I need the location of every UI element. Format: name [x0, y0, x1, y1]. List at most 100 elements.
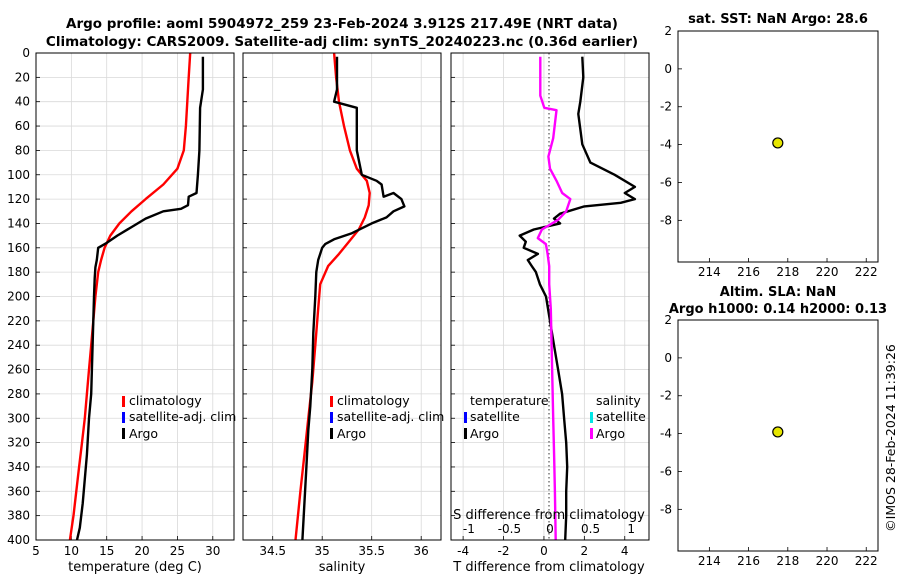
depth-tick-label: 300	[7, 411, 30, 425]
depth-tick-label: 380	[7, 509, 30, 523]
series-line-s-difference-argo	[536, 56, 572, 541]
x-tick-label: 214	[698, 265, 721, 279]
x-tick-label: 222	[855, 554, 878, 568]
x-tick-label: 20	[134, 544, 149, 558]
x-tick-label: 15	[99, 544, 114, 558]
y-tick-label: -4	[660, 138, 672, 152]
y-tick-label: 2	[664, 313, 672, 327]
title-line-1: Argo profile: aoml 5904972_259 23-Feb-20…	[66, 16, 618, 32]
sla-subtitle: Argo h1000: 0.14 h2000: 0.13	[669, 302, 887, 317]
temperature-series	[68, 52, 205, 541]
depth-tick-label: 120	[7, 192, 30, 206]
temperature-axes-box	[35, 52, 235, 541]
x-tick-label: 25	[170, 544, 185, 558]
s-difference-xlabel: S difference from climatology	[453, 508, 645, 523]
legend-label-satellite: satellite-adj. clim	[337, 409, 444, 424]
legend-title-salinity: salinity	[596, 393, 641, 408]
y-tick-label: -6	[660, 464, 672, 478]
x-tick-label: 2	[581, 544, 589, 558]
x-tick-label: 218	[776, 554, 799, 568]
imos-timestamp: ©IMOS 28-Feb-2024 11:39:26	[883, 344, 898, 532]
sst-axes-box	[677, 30, 879, 263]
legend-label-satellite: satellite-adj. clim	[129, 409, 236, 424]
t-difference-xlabel: T difference from climatology	[452, 560, 645, 575]
t-difference-tick-labels: -4 -2 0 2 4	[457, 544, 628, 558]
series-line-t-difference-argo	[518, 56, 637, 541]
legend-label-climatology: climatology	[337, 393, 410, 408]
top-x-tick-label: 0.5	[581, 522, 600, 536]
y-tick-label: -8	[660, 502, 672, 516]
depth-tick-labels: 0 20 40 60 80 100 120 140 160 180 200 220 240 260 280 3…	[7, 46, 30, 547]
x-tick-label: -4	[457, 544, 469, 558]
legend-label-t-satellite: satellite	[470, 409, 520, 424]
sla-title: Altim. SLA: NaN	[720, 285, 836, 300]
x-tick-label: -2	[498, 544, 510, 558]
legend-label-s-argo: Argo	[596, 426, 625, 441]
legend-mark-argo	[122, 428, 125, 439]
top-x-tick-label: -0.5	[498, 522, 521, 536]
series-line-argo	[75, 56, 205, 541]
depth-tick-label: 340	[7, 460, 30, 474]
depth-tick-label: 140	[7, 216, 30, 230]
temperature-tick-labels: 5 10 15 20 25 30	[32, 544, 220, 558]
sst-title: sat. SST: NaN Argo: 28.6	[688, 12, 868, 27]
sla-axes-box	[677, 319, 879, 552]
y-tick-label: -2	[660, 100, 672, 114]
legend-title-temperature: temperature	[470, 393, 549, 408]
legend-mark-satellite	[330, 412, 333, 423]
depth-tick-label: 20	[15, 70, 30, 84]
legend-mark-s-satellite	[590, 412, 593, 423]
legend-mark-s-argo	[590, 428, 593, 439]
depth-tick-label: 220	[7, 314, 30, 328]
sst-markers	[772, 137, 784, 149]
salinity-series	[294, 52, 406, 541]
depth-tick-label: 80	[15, 143, 30, 157]
x-tick-label: 220	[816, 265, 839, 279]
title-line-2: Climatology: CARS2009. Satellite-adj cli…	[46, 34, 638, 50]
legend-mark-climatology	[122, 396, 125, 407]
sla-map-panel: Altim. SLA: NaN Argo h1000: 0.14 h2000: …	[660, 285, 887, 568]
x-tick-label: 4	[621, 544, 629, 558]
salinity-tick-labels: 34.5 35 35.5 36	[259, 544, 429, 558]
salinity-grid	[243, 52, 441, 541]
y-tick-label: -8	[660, 213, 672, 227]
x-tick-label: 0	[540, 544, 548, 558]
depth-tick-label: 260	[7, 363, 30, 377]
temperature-grid	[35, 52, 234, 541]
y-tick-label: 0	[664, 351, 672, 365]
depth-tick-label: 280	[7, 387, 30, 401]
legend-label-t-argo: Argo	[470, 426, 499, 441]
legend-label-argo: Argo	[337, 426, 366, 441]
legend-mark-argo	[330, 428, 333, 439]
legend-mark-satellite	[122, 412, 125, 423]
difference-legend: temperature satellite Argo salinity sate…	[464, 393, 646, 441]
top-x-tick-label: 0	[546, 522, 554, 536]
depth-tick-label: 100	[7, 168, 30, 182]
y-tick-label: -2	[660, 389, 672, 403]
top-x-tick-label: 1	[627, 522, 635, 536]
x-tick-label: 35.5	[358, 544, 385, 558]
series-line-argo	[301, 56, 406, 541]
depth-tick-label: 180	[7, 265, 30, 279]
salinity-axes-box	[242, 52, 442, 541]
salinity-legend: climatology satellite-adj. clim Argo	[330, 393, 444, 441]
x-tick-label: 218	[776, 265, 799, 279]
legend-label-s-satellite: satellite	[596, 409, 646, 424]
x-tick-label: 214	[698, 554, 721, 568]
sla-markers	[772, 426, 784, 438]
legend-label-climatology: climatology	[129, 393, 202, 408]
x-tick-label: 34.5	[259, 544, 286, 558]
salinity-xlabel: salinity	[319, 560, 366, 575]
top-x-tick-label: -1	[463, 522, 475, 536]
depth-tick-label: 160	[7, 241, 30, 255]
x-tick-label: 216	[737, 554, 760, 568]
argo-location-marker	[772, 137, 784, 149]
difference-series	[518, 56, 637, 541]
difference-panel: -4 -2 0 2 4 -1 -0.5 0 0.5 1 S difference from cl…	[450, 52, 650, 575]
x-tick-label: 36	[414, 544, 429, 558]
difference-axes-box	[450, 52, 650, 541]
x-tick-label: 10	[64, 544, 79, 558]
